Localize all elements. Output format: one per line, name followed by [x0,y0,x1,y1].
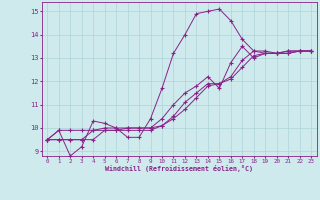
X-axis label: Windchill (Refroidissement éolien,°C): Windchill (Refroidissement éolien,°C) [105,165,253,172]
